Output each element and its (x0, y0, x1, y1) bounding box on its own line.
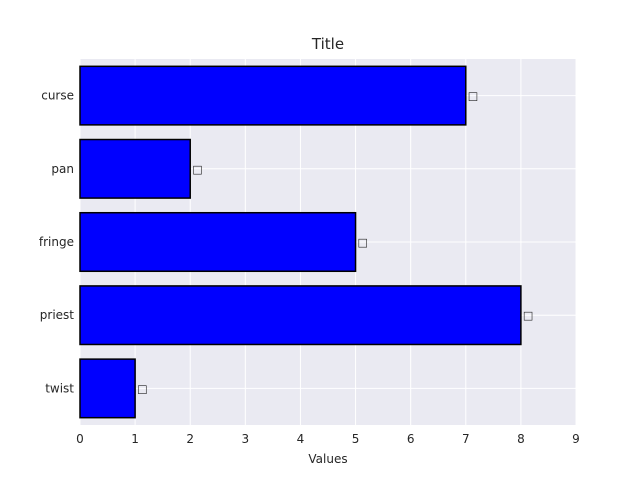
data-label-twist: □ (137, 382, 147, 395)
x-tick-label-0: 0 (76, 432, 84, 446)
x-tick-label-7: 7 (462, 432, 470, 446)
x-axis-label: Values (308, 452, 347, 466)
data-label-curse: □ (468, 90, 478, 103)
bar-pan (79, 138, 191, 199)
x-tick-labels: 0 1 2 3 4 5 6 7 8 9 (76, 432, 580, 446)
bar-priest (79, 285, 522, 346)
data-labels: □ □ □ □ □ (137, 90, 533, 396)
y-tick-label-fringe: fringe (39, 235, 74, 249)
bar-curse (79, 65, 467, 126)
x-tick-label-2: 2 (186, 432, 194, 446)
x-tick-label-8: 8 (517, 432, 525, 446)
x-tick-label-9: 9 (572, 432, 580, 446)
x-tick-label-3: 3 (242, 432, 250, 446)
x-tick-label-1: 1 (131, 432, 139, 446)
y-tick-label-twist: twist (45, 381, 74, 395)
y-tick-label-pan: pan (51, 162, 74, 176)
bar-twist (79, 358, 136, 419)
x-tick-label-6: 6 (407, 432, 415, 446)
bars (79, 65, 522, 419)
x-tick-label-5: 5 (352, 432, 360, 446)
x-tick-label-4: 4 (297, 432, 305, 446)
y-tick-label-curse: curse (41, 89, 74, 103)
y-tick-label-priest: priest (40, 308, 75, 322)
data-label-fringe: □ (358, 236, 368, 249)
data-label-pan: □ (192, 163, 202, 176)
chart-title: Title (311, 35, 344, 53)
bar-fringe (79, 211, 357, 273)
data-label-priest: □ (523, 309, 533, 322)
y-tick-labels: curse pan fringe priest twist (39, 89, 74, 396)
